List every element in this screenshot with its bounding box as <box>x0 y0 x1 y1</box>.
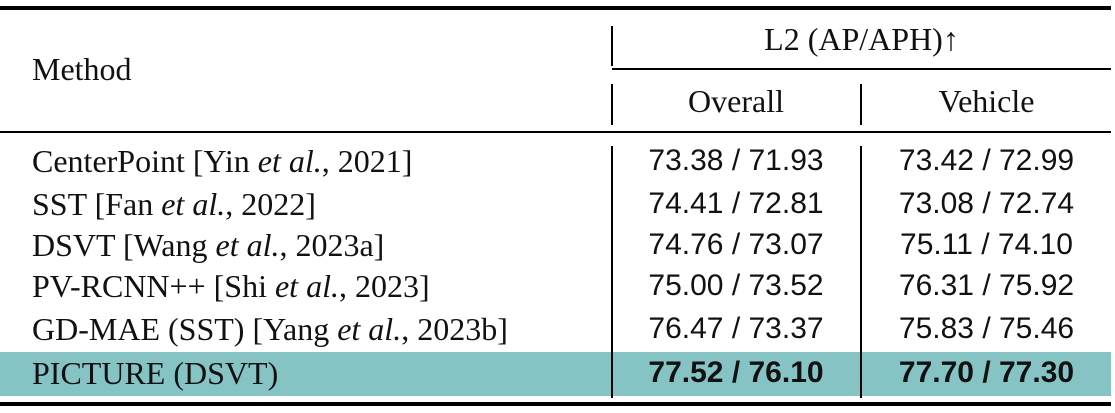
highlight-row-band <box>0 352 1111 396</box>
method-name: SST [Fan et al., 2022] <box>32 186 316 222</box>
overall-value: 77.52 / 76.10 <box>648 356 824 389</box>
method-header: Method <box>32 51 132 87</box>
overall-value: 76.47 / 73.37 <box>648 312 824 345</box>
header-rule <box>0 131 1111 133</box>
header-separator-mid <box>860 84 862 125</box>
vehicle-header: Vehicle <box>938 83 1035 119</box>
method-name: DSVT [Wang et al., 2023a] <box>32 227 385 263</box>
vehicle-value: 73.42 / 72.99 <box>898 144 1075 177</box>
group-header: L2 (AP/APH)↑ <box>764 21 959 57</box>
group-rule <box>612 68 1111 70</box>
overall-value: 73.38 / 71.93 <box>648 144 824 177</box>
overall-value: 74.76 / 73.07 <box>648 228 824 261</box>
method-name: PV-RCNN++ [Shi et al., 2023] <box>32 268 430 304</box>
overall-value: 75.00 / 73.52 <box>648 269 824 302</box>
vehicle-value: 76.31 / 75.92 <box>898 269 1075 302</box>
header-separator-bottom <box>611 84 613 125</box>
top-rule <box>0 6 1111 10</box>
body-separator-left <box>611 146 613 398</box>
body-separator-mid <box>860 146 862 398</box>
header-separator-top <box>611 26 613 66</box>
vehicle-value: 77.70 / 77.30 <box>898 356 1075 389</box>
vehicle-value: 73.08 / 72.74 <box>898 187 1075 220</box>
vehicle-value: 75.83 / 75.46 <box>898 312 1075 345</box>
method-name: CenterPoint [Yin et al., 2021] <box>32 143 413 179</box>
overall-value: 74.41 / 72.81 <box>648 187 824 220</box>
method-name: GD-MAE (SST) [Yang et al., 2023b] <box>32 311 508 347</box>
bottom-rule <box>0 402 1111 406</box>
method-name: PICTURE (DSVT) <box>32 355 279 391</box>
overall-header: Overall <box>688 83 784 119</box>
vehicle-value: 75.11 / 74.10 <box>900 228 1073 261</box>
